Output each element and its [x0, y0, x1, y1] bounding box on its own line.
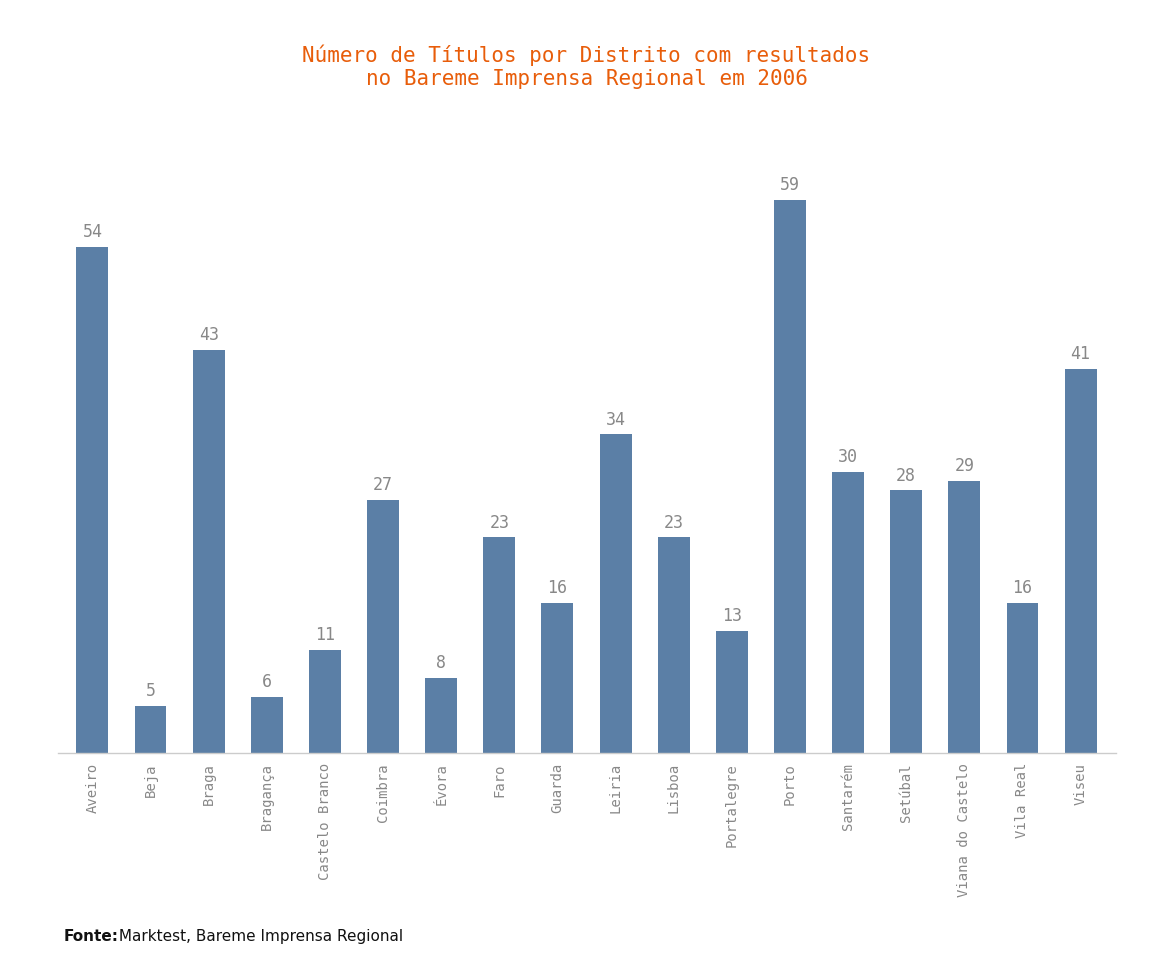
Bar — [774, 200, 806, 753]
Text: 16: 16 — [547, 579, 567, 597]
Text: 54: 54 — [83, 223, 102, 241]
Bar — [251, 697, 283, 753]
Bar — [890, 490, 922, 753]
Bar — [309, 649, 340, 753]
Bar — [135, 705, 167, 753]
Bar — [1065, 369, 1097, 753]
Bar — [76, 247, 108, 753]
Bar — [658, 538, 690, 753]
Text: 28: 28 — [896, 467, 917, 484]
Bar — [1006, 603, 1038, 753]
Text: 23: 23 — [489, 513, 509, 532]
Bar — [599, 434, 631, 753]
Bar — [193, 350, 224, 753]
Text: Marktest, Bareme Imprensa Regional: Marktest, Bareme Imprensa Regional — [114, 929, 402, 944]
Text: 16: 16 — [1012, 579, 1033, 597]
Text: 27: 27 — [373, 476, 393, 494]
Title: Número de Títulos por Distrito com resultados
no Bareme Imprensa Regional em 200: Número de Títulos por Distrito com resul… — [302, 44, 871, 89]
Text: 41: 41 — [1071, 345, 1090, 363]
Text: 29: 29 — [954, 457, 974, 476]
Text: Fonte:: Fonte: — [63, 929, 118, 944]
Text: 43: 43 — [199, 326, 218, 345]
Text: 11: 11 — [315, 626, 335, 644]
Bar — [715, 631, 748, 753]
Text: 59: 59 — [780, 177, 800, 195]
Text: 23: 23 — [664, 513, 684, 532]
Bar — [483, 538, 515, 753]
Bar — [426, 677, 458, 753]
Text: 6: 6 — [262, 673, 271, 691]
Bar — [367, 500, 399, 753]
Bar — [542, 603, 574, 753]
Text: 34: 34 — [606, 411, 626, 428]
Bar — [833, 472, 864, 753]
Text: 30: 30 — [838, 448, 858, 466]
Text: 13: 13 — [722, 607, 742, 625]
Text: 8: 8 — [436, 654, 446, 673]
Text: 5: 5 — [146, 682, 155, 701]
Bar — [949, 482, 980, 753]
